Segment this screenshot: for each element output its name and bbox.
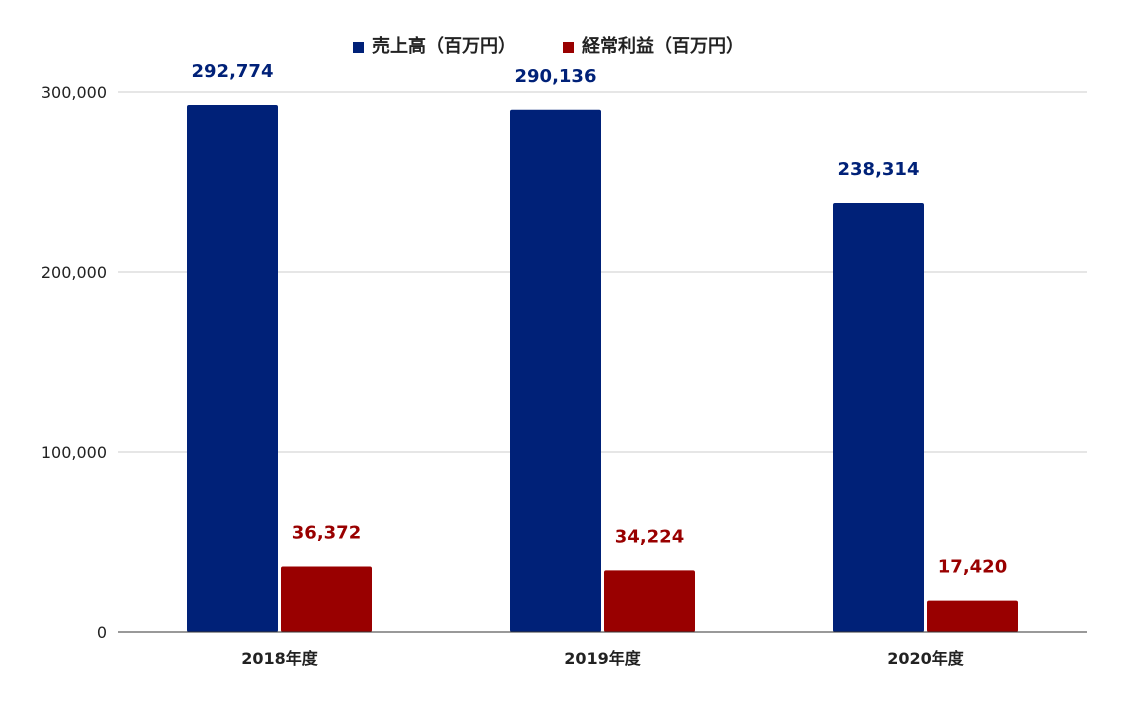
bar-sales: [187, 105, 278, 633]
legend-label: 経常利益（百万円）: [582, 35, 744, 57]
bar-sales: [833, 203, 924, 633]
bar-ordinary-profit: [281, 566, 372, 632]
data-labels: 292,774 36,372 290,136 34,224 238,314 17,420: [192, 61, 1008, 578]
y-tick-label: 200,000: [41, 263, 107, 282]
y-tick-label: 300,000: [41, 83, 107, 102]
data-label: 290,136: [515, 66, 597, 87]
data-label: 17,420: [938, 557, 1007, 578]
bar-sales: [510, 109, 601, 633]
y-tick-label: 100,000: [41, 443, 107, 462]
legend: 売上高（百万円） 経常利益（百万円）: [353, 35, 744, 57]
axes: 0 100,000 200,000 300,000 2018年度 2019年度 2020年度: [41, 83, 1087, 668]
data-label: 36,372: [292, 523, 361, 544]
x-tick-label: 2020年度: [887, 649, 965, 668]
legend-swatch: [353, 42, 364, 53]
data-label: 238,314: [838, 159, 920, 180]
gridlines: [118, 91, 1087, 453]
bars: [187, 105, 1018, 633]
bar-ordinary-profit: [604, 570, 695, 632]
x-tick-label: 2019年度: [564, 649, 642, 668]
x-tick-label: 2018年度: [241, 649, 319, 668]
data-label: 34,224: [615, 526, 684, 547]
bar-ordinary-profit: [927, 600, 1018, 632]
legend-swatch: [563, 42, 574, 53]
y-tick-label: 0: [97, 623, 107, 642]
data-label: 292,774: [192, 61, 274, 82]
legend-label: 売上高（百万円）: [372, 35, 516, 57]
